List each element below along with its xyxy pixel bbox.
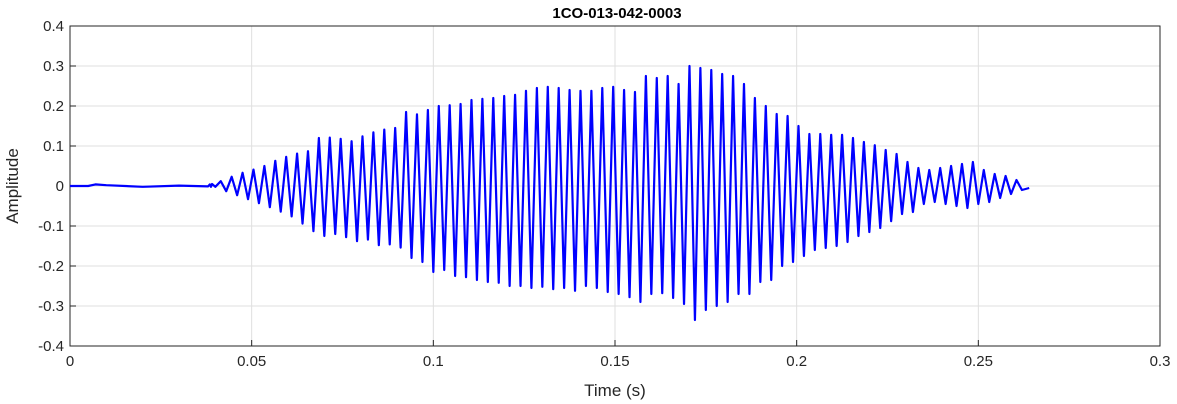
y-tick-label: -0.2	[38, 258, 64, 275]
x-tick-label: 0.3	[1150, 353, 1171, 370]
y-tick-label: -0.1	[38, 218, 64, 235]
grid-lines	[69, 25, 1161, 347]
x-tick-label: 0.15	[600, 353, 629, 370]
y-tick-label: 0.1	[43, 138, 64, 155]
x-tick-label: 0.2	[786, 353, 807, 370]
y-tick-label: 0.3	[43, 58, 64, 75]
y-axis-label: Amplitude	[3, 148, 22, 224]
x-tick-label: 0	[66, 353, 74, 370]
y-tick-label: -0.4	[38, 338, 64, 355]
y-axis-ticks: 0.4 0.3 0.2 0.1 0 -0.1 -0.2 -0.3 -0.4	[38, 18, 76, 355]
x-tick-label: 0.05	[237, 353, 266, 370]
y-tick-label: 0	[56, 178, 64, 195]
y-tick-label: -0.3	[38, 298, 64, 315]
x-axis-label: Time (s)	[584, 381, 646, 400]
x-tick-label: 0.25	[964, 353, 993, 370]
y-tick-label: 0.2	[43, 98, 64, 115]
y-tick-label: 0.4	[43, 18, 64, 35]
x-axis-ticks: 0 0.05 0.1 0.15 0.2 0.25 0.3	[66, 340, 1171, 370]
chart-title: 1CO-013-042-0003	[552, 5, 681, 22]
signal-line	[70, 64, 1030, 322]
x-tick-label: 0.1	[423, 353, 444, 370]
